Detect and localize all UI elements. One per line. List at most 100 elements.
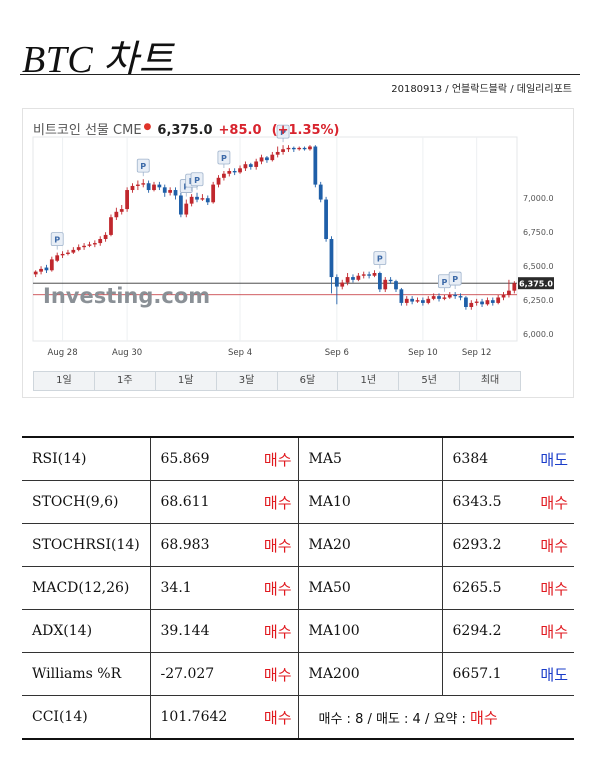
candle-body (270, 154, 275, 161)
indicator-signal: 매수 (250, 566, 298, 610)
candle-body (227, 171, 232, 174)
y-tick-label: 7,000.0 (523, 194, 554, 203)
indicator-value: -27.027 (149, 652, 250, 696)
candle-body (415, 300, 420, 302)
period-1w-button[interactable]: 1주 (95, 372, 156, 390)
candle-body (76, 247, 81, 250)
candle-body (87, 244, 92, 246)
candle-body (275, 151, 280, 155)
indicator-signal: 매수 (250, 480, 298, 524)
ma-value: 6384 (441, 436, 530, 481)
candle-body (318, 184, 323, 200)
candle-body (211, 184, 216, 203)
candle-body (114, 211, 119, 218)
marker-label: P (452, 275, 458, 284)
marker-label: P (140, 162, 146, 171)
candle-body (60, 253, 65, 256)
candle-body (179, 195, 183, 215)
candle-body (291, 147, 296, 150)
chart-header: 비트코인 선물 CME ● 6,375.0 +85.0 (+1.35%) (33, 119, 340, 138)
current-price-tag (518, 277, 554, 290)
candle-body (469, 302, 474, 307)
candle-body (243, 164, 248, 169)
indicator-name: MACD(12,26) (22, 566, 150, 610)
indicator-name: STOCHRSI(14) (22, 523, 150, 567)
price-change-pct: (+1.35%) (271, 123, 340, 138)
period-1y-button[interactable]: 1년 (338, 372, 400, 390)
indicator-name: CCI(14) (22, 695, 150, 740)
live-dot-icon: ● (143, 121, 152, 132)
ma-name: MA10 (297, 480, 442, 524)
ma-signal: 매수 (530, 566, 574, 610)
indicator-name: RSI(14) (22, 436, 150, 481)
candle-body (92, 243, 97, 245)
candlestick-chart-svg: 7,000.0 6,750.0 6,500.0 6,250.0 6,000.0 Aug 2… (32, 124, 554, 358)
indicator-signal: 매수 (250, 695, 298, 740)
current-price-tag-label: 6,375.0 (519, 280, 553, 289)
candle-body (135, 184, 140, 186)
candle-body (66, 252, 70, 254)
candle-body (313, 146, 318, 185)
indicator-value: 34.1 (149, 566, 250, 610)
indicator-value: 68.611 (149, 480, 250, 524)
signal-summary: 매수 : 8 / 매도 : 4 / 요약 : 매수 (297, 695, 574, 740)
candle-body (71, 249, 76, 253)
candle-body (49, 259, 54, 271)
candle-body (109, 217, 113, 235)
candle-body (308, 146, 312, 150)
x-tick-label: Sep 10 (408, 348, 438, 358)
candle-body (82, 245, 86, 248)
period-max-button[interactable]: 최대 (480, 375, 500, 386)
candle-body (103, 234, 108, 239)
x-tick-label: Aug 28 (48, 348, 78, 358)
indicator-signal: 매수 (250, 652, 298, 696)
x-tick-label: Sep 4 (228, 348, 252, 358)
candle-body (464, 297, 468, 307)
period-3m-button[interactable]: 3달 (217, 372, 278, 390)
indicator-value: 101.7642 (149, 695, 250, 740)
ma-signal: 매수 (530, 480, 574, 524)
period-6m-button[interactable]: 6달 (278, 372, 339, 390)
table-row: MACD(12,26) 34.1 매수 MA50 6265.5 매수 (22, 566, 574, 610)
marker-label: P (377, 255, 383, 264)
candle-body (281, 149, 285, 152)
candle-body (399, 289, 404, 303)
candle-body (265, 157, 269, 161)
marker-label: P (54, 236, 60, 245)
candle-body (125, 190, 129, 210)
candle-body (372, 273, 377, 276)
candle-body (490, 300, 495, 303)
ma-value: 6294.2 (441, 609, 530, 653)
candle-body (340, 282, 345, 287)
ma-value: 6343.5 (441, 480, 530, 524)
price-change: +85.0 (218, 123, 262, 138)
candle-body (232, 171, 237, 173)
candle-body (216, 177, 221, 185)
y-tick-label: 6,500.0 (523, 262, 554, 271)
candle-body (431, 296, 436, 299)
candle-body (496, 297, 501, 303)
candle-body (410, 298, 415, 302)
marker-label: P (441, 278, 447, 287)
table-row: ADX(14) 39.144 매수 MA100 6294.2 매수 (22, 609, 574, 653)
candle-body (501, 294, 506, 298)
candle-body (324, 199, 328, 239)
ma-name: MA20 (297, 523, 442, 567)
ma-signal: 매도 (530, 652, 574, 696)
period-1d-button[interactable]: 1일 (34, 372, 95, 390)
candle-body (480, 301, 484, 305)
candle-body (98, 239, 103, 244)
candle-body (119, 209, 124, 212)
candle-body (421, 300, 425, 303)
table-row: STOCHRSI(14) 68.983 매수 MA20 6293.2 매수 (22, 523, 574, 567)
period-1m-button[interactable]: 1달 (156, 372, 217, 390)
period-5y-button[interactable]: 5년 (399, 372, 461, 390)
price-chart: 7,000.0 6,750.0 6,500.0 6,250.0 6,000.0 Aug 2… (22, 108, 574, 398)
y-tick-label: 6,750.0 (523, 228, 554, 237)
candle-body (345, 277, 350, 283)
indicator-name: ADX(14) (22, 609, 150, 653)
indicator-signal: 매수 (250, 523, 298, 567)
ma-name: MA100 (297, 609, 442, 653)
table-row: STOCH(9,6) 68.611 매수 MA10 6343.5 매수 (22, 480, 574, 524)
x-tick-label: Aug 30 (112, 348, 142, 358)
